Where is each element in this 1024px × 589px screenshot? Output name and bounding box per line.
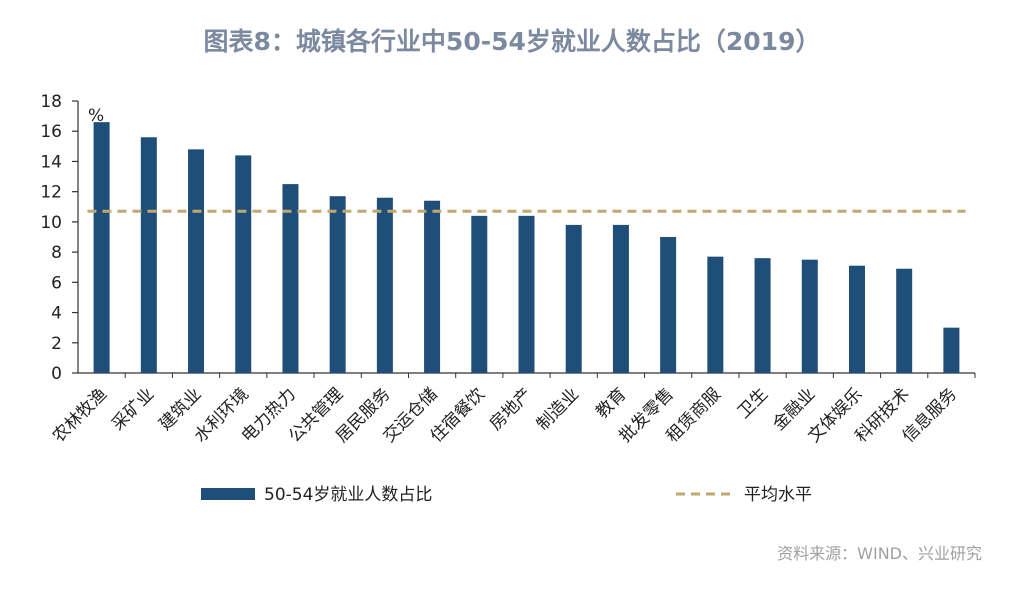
bar [943,327,960,373]
y-tick-label: 16 [40,122,62,142]
bar [660,237,677,373]
bar [424,200,441,373]
y-tick-label: 6 [51,273,62,293]
y-tick-label: 18 [40,92,62,112]
y-tick-label: 12 [40,183,62,203]
x-tick-label: 制造业 [533,384,583,434]
x-tick-label: 房地产 [486,384,536,434]
bar [376,197,393,373]
bar [140,137,157,373]
bar [848,265,865,373]
x-tick-label: 教育 [592,384,630,422]
bar [707,256,724,373]
bar [801,259,818,373]
bar [518,215,535,373]
source-note: 资料来源：WIND、兴业研究 [777,544,982,563]
bar [612,224,629,373]
bar [565,224,582,373]
bar [329,196,346,373]
y-tick-label: 10 [40,213,62,233]
x-tick-label: 卫生 [734,384,772,422]
x-tick-label: 农林牧渔 [49,384,111,446]
y-tick-label: 2 [51,334,62,354]
y-unit-label: % [88,106,104,126]
legend-bar-label: 50-54岁就业人数占比 [264,485,432,505]
y-tick-label: 14 [40,152,62,172]
y-tick-label: 8 [51,243,62,263]
legend-bar-swatch [201,488,255,500]
bar [282,184,299,373]
bar [235,155,252,373]
bar [471,215,488,373]
bar [93,122,110,374]
bar [754,258,771,373]
bar [188,149,205,373]
y-tick-label: 4 [51,304,62,324]
bar [896,268,913,373]
x-tick-label: 采矿业 [108,384,158,434]
chart-title: 图表8：城镇各行业中50-54岁就业人数占比（2019） [203,27,821,56]
legend-line-label: 平均水平 [744,485,812,505]
y-tick-label: 0 [51,364,62,384]
